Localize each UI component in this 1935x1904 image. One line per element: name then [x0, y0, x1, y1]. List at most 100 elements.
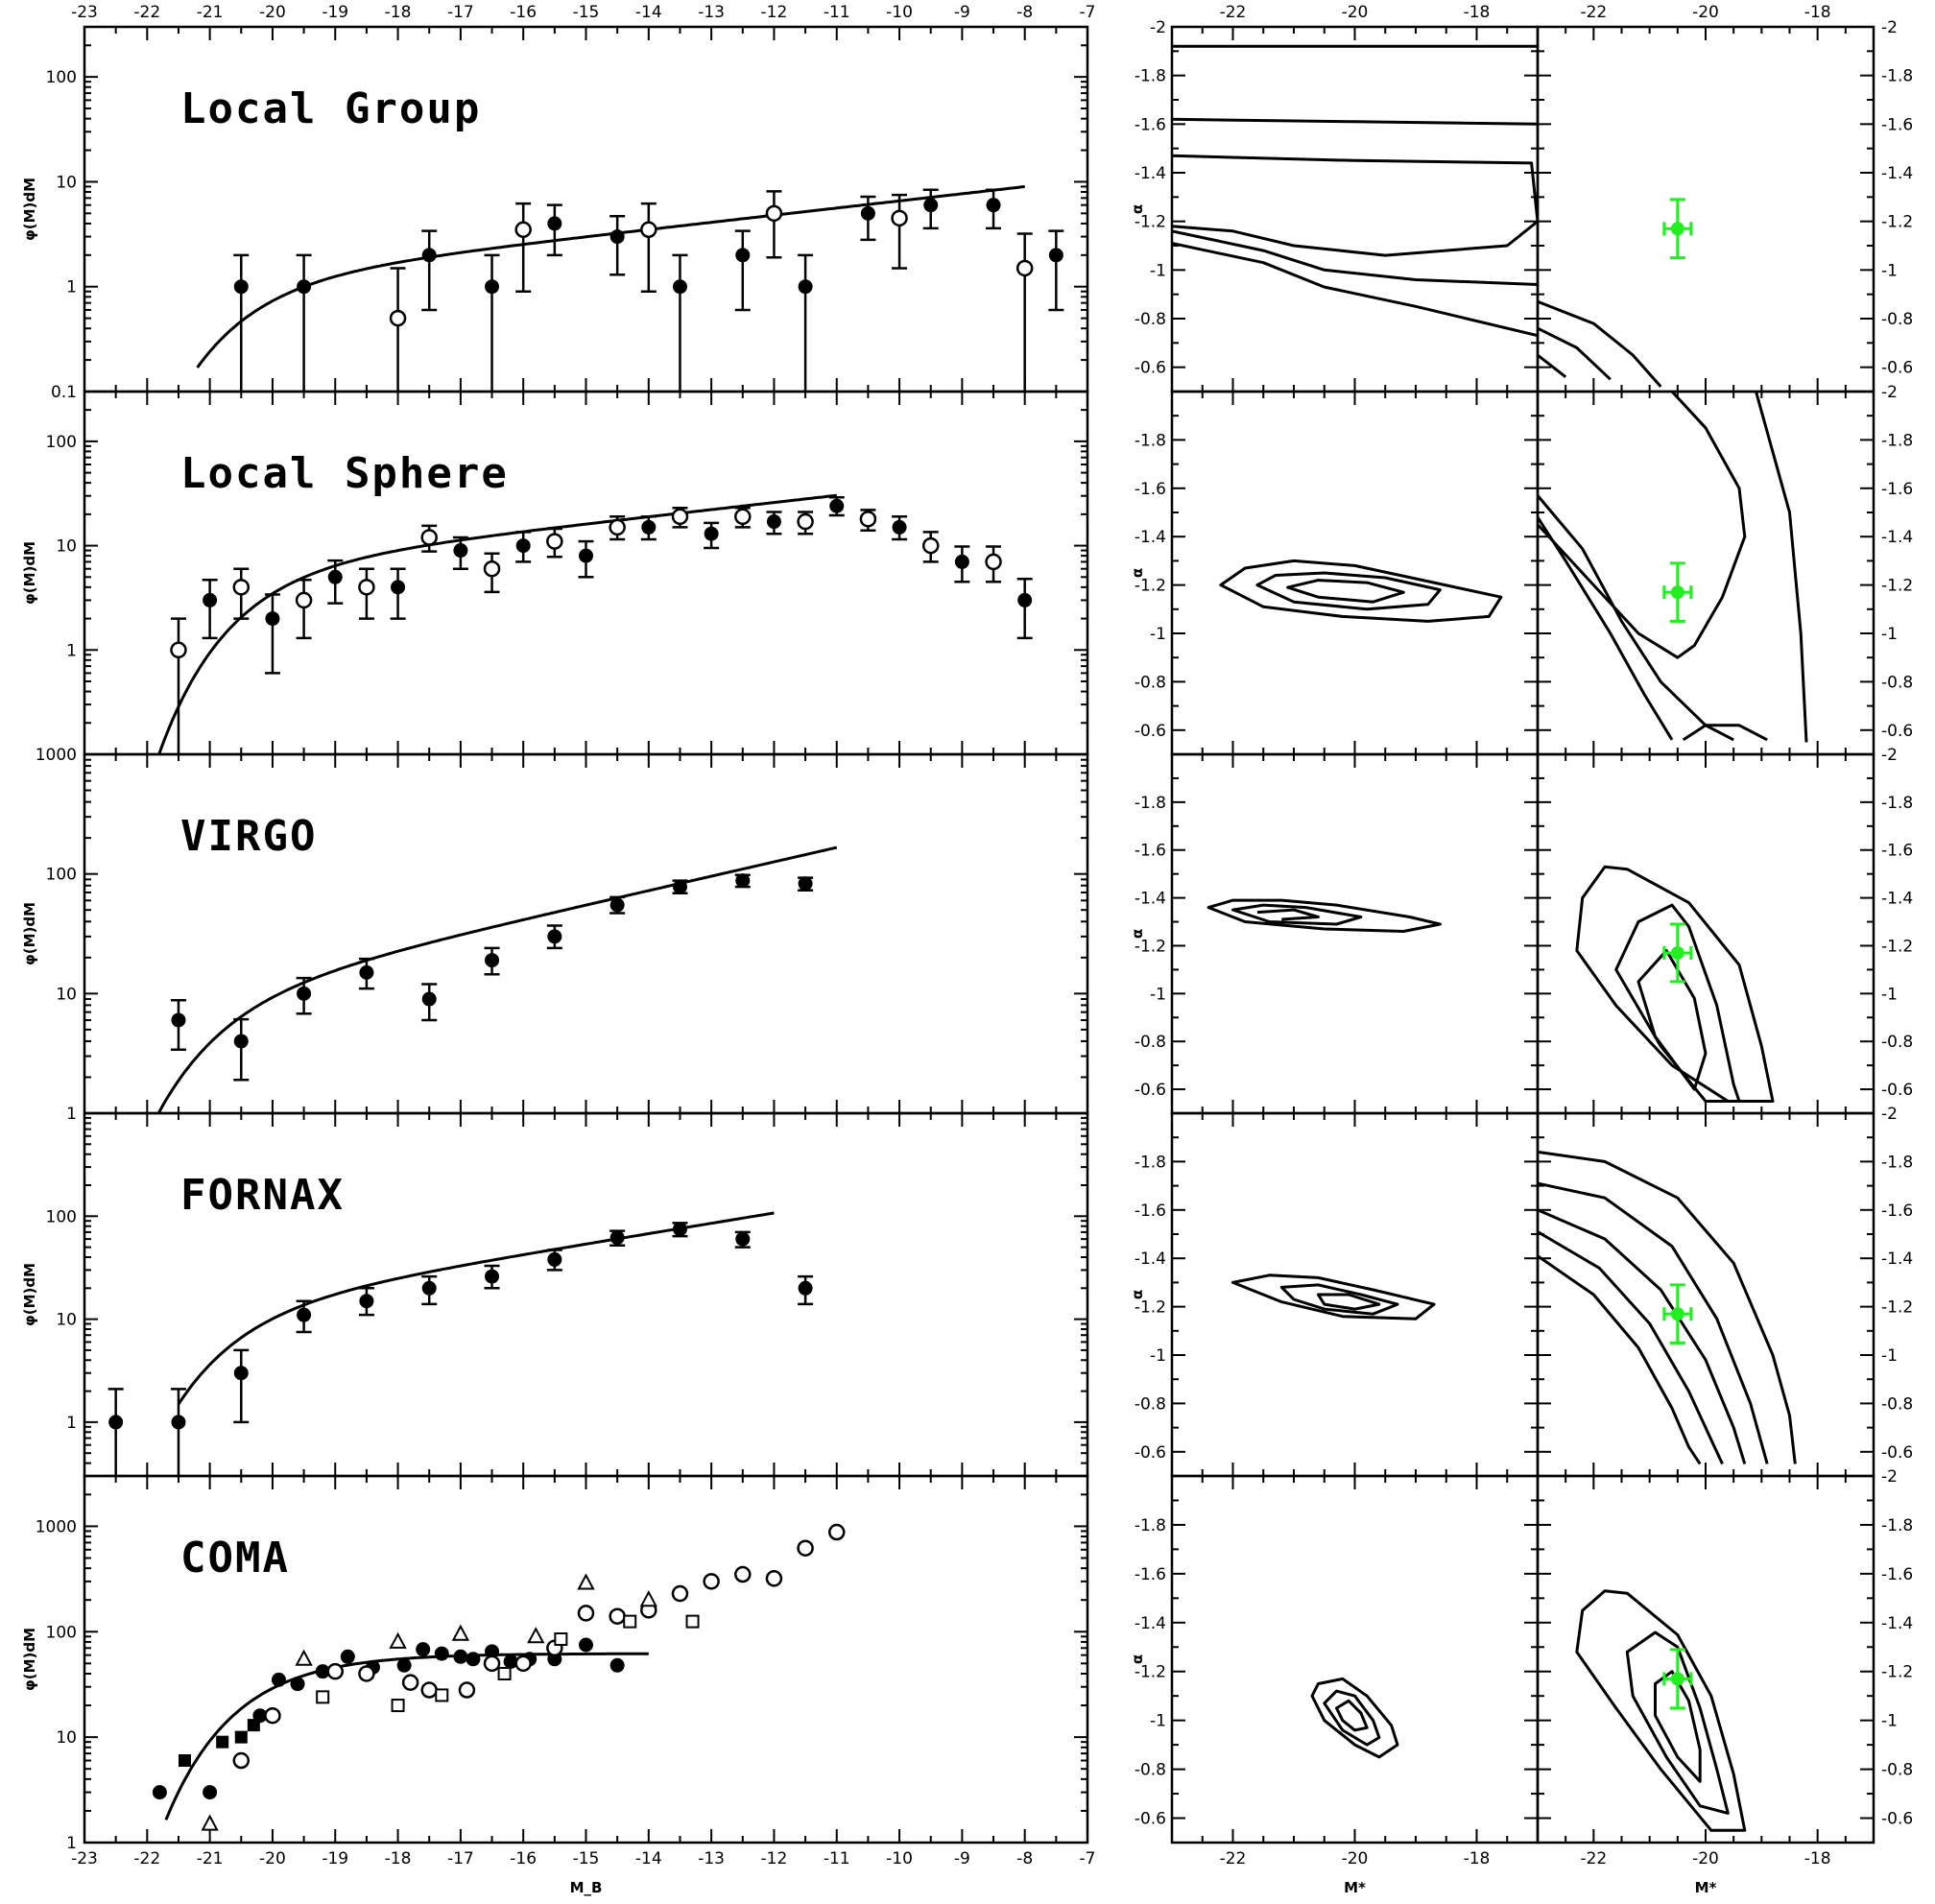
y-tick-label: 10: [56, 1728, 77, 1748]
contour-panel-right-2: [1536, 752, 1875, 1115]
data-point: [451, 1624, 470, 1641]
data-point: [359, 1294, 374, 1309]
contour-lines: [1575, 865, 1775, 1103]
data-point: [798, 876, 813, 892]
data-point: [1017, 592, 1033, 607]
data-point: [547, 929, 562, 944]
x-tick-label: -23: [71, 1849, 98, 1868]
x-tick-label: -11: [824, 1849, 850, 1868]
alpha-axis-label: α: [1129, 568, 1146, 578]
series-open-circle: [170, 507, 1002, 754]
alpha-tick-label-right: -2: [1881, 746, 1898, 765]
data-point: [108, 1415, 124, 1430]
alpha-tick-label-right: -0.6: [1881, 1081, 1913, 1100]
series-open-triangle: [201, 1573, 657, 1831]
data-point: [203, 1785, 218, 1800]
alpha-tick-label: -1.4: [1135, 164, 1166, 183]
contour-panel-frame: [1536, 25, 1875, 393]
data-point: [829, 498, 845, 513]
alpha-tick-label-right: -1.2: [1881, 1298, 1913, 1318]
x-tick-label: -12: [761, 1849, 788, 1868]
data-point: [685, 1614, 700, 1629]
data-point: [359, 964, 374, 980]
alpha-tick-label: -1.8: [1135, 67, 1166, 86]
data-point: [201, 1814, 219, 1831]
top-x-tick-label: -21: [197, 3, 224, 22]
alpha-tick-label-right: -1.6: [1881, 115, 1913, 134]
data-point: [766, 514, 781, 530]
mstar-axis-label: M*: [1344, 1879, 1366, 1896]
contour-panel-left-0: [1170, 25, 1540, 393]
data-point: [391, 1699, 405, 1713]
alpha-tick-label: -1.2: [1135, 213, 1166, 232]
data-point: [232, 1751, 251, 1770]
data-point: [671, 508, 689, 526]
data-point: [391, 580, 406, 595]
data-point: [232, 579, 251, 596]
alpha-tick-label-right: -0.6: [1881, 359, 1913, 378]
alpha-tick-label: -1.6: [1135, 115, 1166, 134]
confidence-contour: [1206, 898, 1442, 933]
alpha-tick-label-right: -0.8: [1881, 673, 1913, 692]
alpha-tick-label: -1.4: [1135, 1614, 1166, 1633]
schechter-fit-line: [156, 845, 838, 1113]
confidence-contour: [1172, 242, 1538, 338]
y-tick-label: 1: [66, 1414, 77, 1433]
data-point: [735, 873, 751, 889]
confidence-contour: [1538, 1181, 1769, 1464]
alpha-tick-label: -1: [1150, 625, 1166, 644]
alpha-tick-label-right: -2: [1881, 1467, 1898, 1487]
alpha-tick-label: -1.2: [1135, 1663, 1166, 1682]
top-x-tick-label: -10: [886, 3, 913, 22]
data-point: [765, 204, 783, 223]
x-tick-label: -8: [1016, 1849, 1033, 1868]
series-filled-circle: [170, 873, 814, 1082]
alpha-tick-label-right: -1.8: [1881, 1153, 1913, 1172]
alpha-tick-label-right: -1.4: [1881, 164, 1913, 183]
data-point: [485, 1269, 500, 1284]
data-point: [421, 248, 437, 263]
contour-panel-right-3: [1536, 1111, 1875, 1478]
alpha-tick-label: -0.8: [1135, 1033, 1166, 1052]
confidence-contour: [1538, 392, 1747, 659]
data-point: [734, 1565, 752, 1583]
contour-lines: [1575, 1589, 1747, 1832]
alpha-tick-label-right: -1.8: [1881, 1516, 1913, 1535]
data-point: [453, 543, 468, 559]
data-point: [577, 1573, 595, 1590]
alpha-tick-label: -1.4: [1135, 1250, 1166, 1269]
data-point: [247, 1719, 260, 1732]
data-point: [396, 1657, 412, 1673]
y-tick-label: 0.1: [51, 383, 77, 402]
contour-panel-right-4: [1536, 1474, 1875, 1844]
alpha-tick-label: -1.8: [1135, 794, 1166, 813]
alpha-tick-label: -1.6: [1135, 480, 1166, 499]
alpha-tick-label-right: -1.8: [1881, 431, 1913, 450]
left-panel-4: 1 10 100 1000 φ(M)dM COMA: [21, 1474, 1089, 1853]
contour-lines: [1172, 44, 1538, 338]
contour-lines: [1538, 299, 1662, 388]
data-point: [609, 897, 625, 913]
data-point: [1048, 248, 1063, 263]
data-point: [466, 1652, 481, 1667]
data-point: [640, 221, 657, 239]
data-point: [271, 1672, 286, 1687]
data-point: [671, 1584, 689, 1603]
top-mstar-tick-label: -18: [1464, 3, 1491, 22]
green-best-fit-marker: [1662, 198, 1693, 260]
left-panel-frame: [83, 1474, 1089, 1844]
data-point: [358, 1665, 375, 1682]
confidence-contour: [1538, 299, 1662, 388]
contour-panel-left-4: [1170, 1474, 1540, 1844]
contour-panel-right-0: [1536, 25, 1875, 393]
alpha-tick-label-right: -1.2: [1881, 937, 1913, 956]
confidence-contour: [1654, 1670, 1702, 1783]
data-point: [514, 1654, 532, 1673]
alpha-tick-label-right: -1: [1881, 1346, 1898, 1366]
confidence-contour: [1316, 1293, 1381, 1311]
schechter-fit-line: [157, 493, 837, 754]
alpha-tick-label: -1.6: [1135, 1202, 1166, 1221]
data-point: [203, 592, 218, 607]
data-point: [171, 1012, 186, 1028]
y-tick-label: 1: [66, 278, 77, 298]
